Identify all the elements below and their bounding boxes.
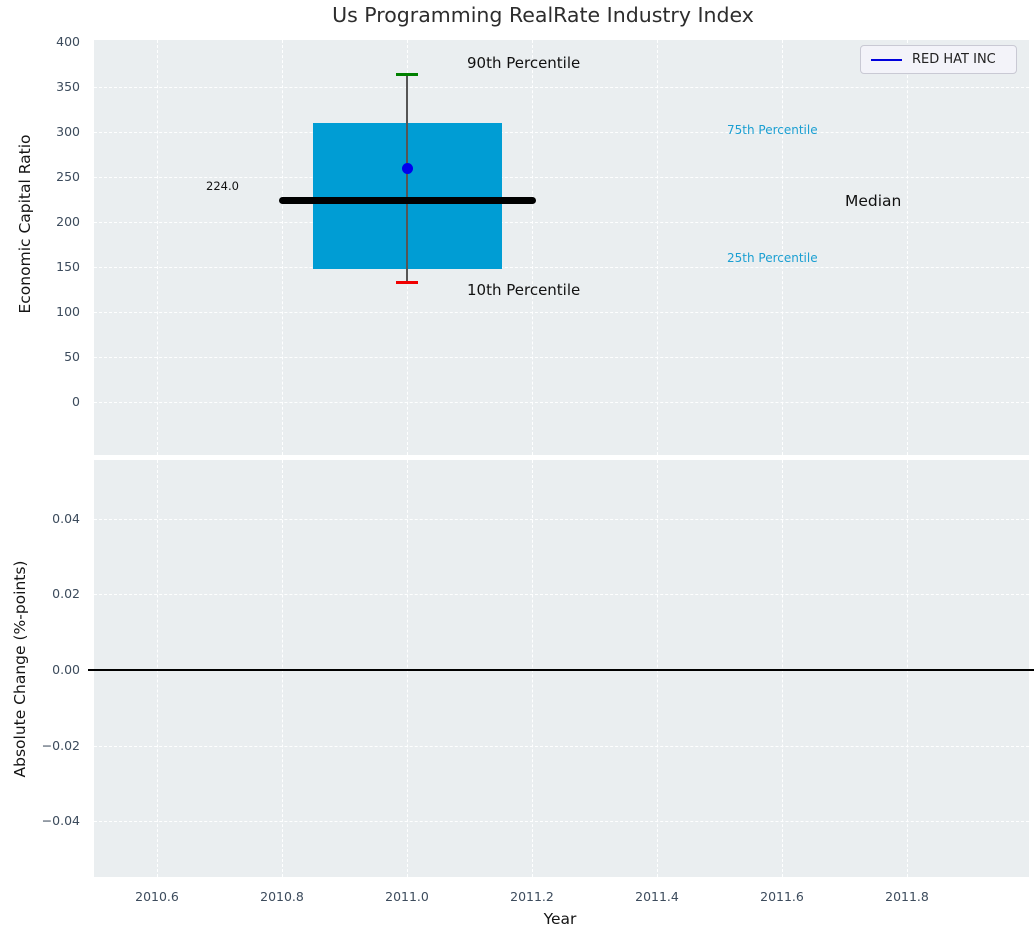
annotation-25th-percentile: 25th Percentile bbox=[727, 251, 818, 265]
annotation-90th-percentile: 90th Percentile bbox=[467, 54, 581, 72]
gridline-horizontal bbox=[94, 357, 1029, 358]
legend-line-icon bbox=[871, 58, 902, 61]
y-tick-label-top: 150 bbox=[56, 259, 80, 275]
gridline-horizontal bbox=[94, 267, 1029, 268]
y-tick-label-top: 400 bbox=[56, 34, 80, 50]
y-tick-label-top: 50 bbox=[64, 349, 80, 365]
x-tick-label: 2010.6 bbox=[135, 889, 179, 904]
gridline-vertical bbox=[907, 40, 908, 455]
x-tick-label: 2011.4 bbox=[635, 889, 679, 904]
gridline-vertical bbox=[282, 40, 283, 455]
y-tick-label-top: 300 bbox=[56, 124, 80, 140]
x-tick-label: 2011.6 bbox=[760, 889, 804, 904]
annotation-median: Median bbox=[845, 192, 902, 210]
gridline-horizontal bbox=[94, 132, 1029, 133]
gridline-horizontal bbox=[94, 594, 1029, 596]
zero-reference-line bbox=[88, 669, 1034, 671]
whisker-cap-90th bbox=[396, 72, 418, 76]
gridline-horizontal bbox=[94, 518, 1029, 520]
y-tick-label-top: 250 bbox=[56, 169, 80, 185]
company-dot bbox=[401, 162, 413, 174]
x-tick-label: 2010.8 bbox=[260, 889, 304, 904]
y-tick-label-bottom: −0.02 bbox=[41, 737, 80, 753]
annotation-10th-percentile: 10th Percentile bbox=[467, 281, 581, 299]
gridline-vertical bbox=[907, 460, 908, 877]
annotation-median-value: 224.0 bbox=[206, 179, 239, 193]
y-tick-label-top: 200 bbox=[56, 214, 80, 230]
y-tick-label-top: 100 bbox=[56, 304, 80, 320]
chart-title: Us Programming RealRate Industry Index bbox=[332, 3, 754, 27]
x-tick-label: 2011.2 bbox=[510, 889, 554, 904]
y-tick-label-bottom: 0.00 bbox=[52, 662, 80, 678]
gridline-horizontal bbox=[94, 402, 1029, 403]
gridline-horizontal bbox=[94, 745, 1029, 747]
gridline-horizontal bbox=[94, 87, 1029, 88]
median-line bbox=[278, 196, 536, 204]
gridline-vertical bbox=[657, 460, 658, 877]
plot-top bbox=[94, 40, 1029, 455]
gridline-vertical bbox=[657, 40, 658, 455]
y-tick-label-bottom: 0.04 bbox=[52, 510, 80, 526]
gridline-horizontal bbox=[94, 312, 1029, 313]
gridline-horizontal bbox=[94, 222, 1029, 223]
gridline-vertical bbox=[532, 40, 533, 455]
gridline-vertical bbox=[282, 460, 283, 877]
y-tick-label-top: 350 bbox=[56, 79, 80, 95]
gridline-vertical bbox=[532, 460, 533, 877]
y-tick-label-bottom: −0.04 bbox=[41, 813, 80, 829]
gridline-vertical bbox=[157, 460, 158, 877]
gridline-horizontal bbox=[94, 821, 1029, 823]
gridline-vertical bbox=[157, 40, 158, 455]
gridline-vertical bbox=[782, 460, 783, 877]
whisker-cap-10th bbox=[396, 280, 418, 284]
legend: RED HAT INC bbox=[860, 45, 1017, 74]
annotation-75th-percentile: 75th Percentile bbox=[727, 123, 818, 137]
gridline-vertical bbox=[782, 40, 783, 455]
whisker-line bbox=[406, 74, 408, 283]
x-axis-label: Year bbox=[543, 910, 577, 928]
legend-label: RED HAT INC bbox=[912, 52, 996, 67]
y-tick-label-bottom: 0.02 bbox=[52, 586, 80, 602]
plot-bottom bbox=[88, 460, 1034, 877]
y-tick-label-top: 0 bbox=[72, 394, 80, 410]
gridline-horizontal bbox=[94, 177, 1029, 178]
x-tick-label: 2011.0 bbox=[385, 889, 429, 904]
x-tick-label: 2011.8 bbox=[885, 889, 929, 904]
gridline-vertical bbox=[407, 460, 408, 877]
